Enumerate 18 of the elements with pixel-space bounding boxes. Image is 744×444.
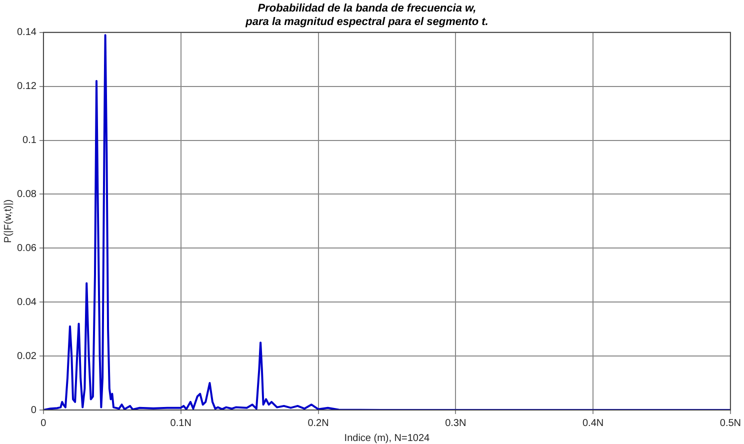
x-tick-label: 0.5N xyxy=(720,418,741,429)
y-tick-label: 0.1 xyxy=(22,135,37,146)
text: Probabilidad de la banda de frecuencia w, xyxy=(258,2,476,15)
y-axis-title: P(|F(w,t)|) xyxy=(2,199,14,243)
y-tick-label: 0.02 xyxy=(16,350,37,362)
y-tick-label: 0.14 xyxy=(16,27,37,38)
y-tick-label: 0.04 xyxy=(16,296,37,308)
y-tick-label: 0.08 xyxy=(16,188,37,200)
x-axis-title: Indice (m), N=1024 xyxy=(344,432,430,444)
x-tick-label: 0.4N xyxy=(582,418,604,429)
x-tick-label: 0.1N xyxy=(170,418,192,429)
x-tick-label: 0 xyxy=(40,418,47,429)
x-tick-label: 0.3N xyxy=(445,418,466,429)
y-tick-label: 0.12 xyxy=(16,81,37,92)
y-tick-label: 0.06 xyxy=(16,242,37,254)
text: para la magnitud espectral para el segmento t. xyxy=(246,16,488,28)
x-tick-label: 0.2N xyxy=(308,418,329,429)
y-tick-label: 0 xyxy=(30,404,37,416)
